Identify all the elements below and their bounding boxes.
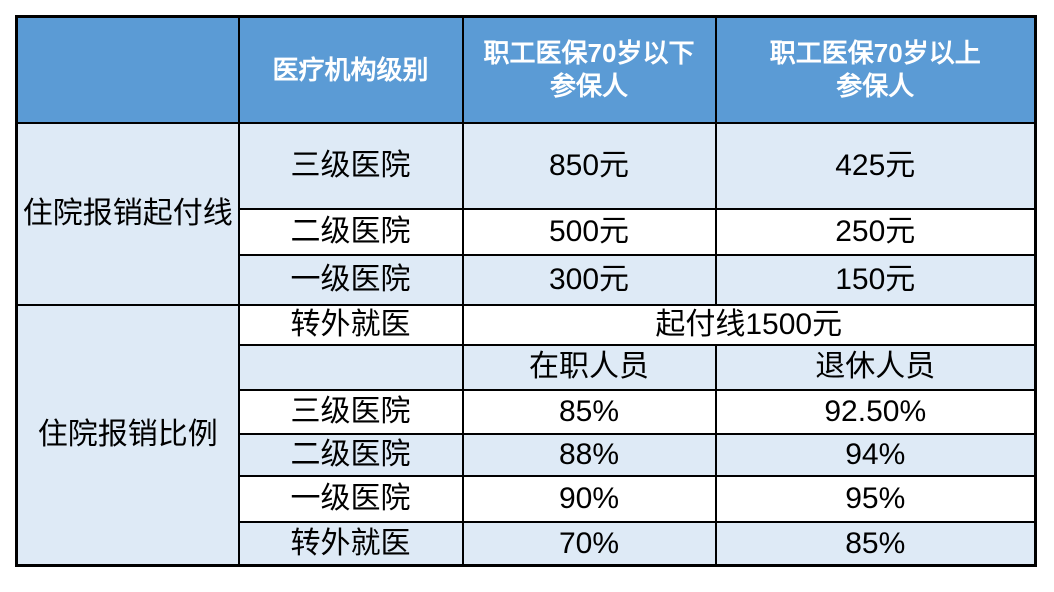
value-over70: 250元 xyxy=(714,207,1037,256)
table-row: 住院报销起付线 三级医院 850元 425元 xyxy=(15,121,1037,306)
header-institution-level: 医疗机构级别 xyxy=(237,15,464,124)
table-row: 三级医院 85% 92.50% xyxy=(17,388,1037,435)
table-row: 一级医院 90% 95% xyxy=(17,474,1037,523)
section1-label: 住院报销起付线 xyxy=(15,121,240,306)
value-active: 85% xyxy=(461,388,717,435)
table-row: 一级医院 300元 150元 xyxy=(17,253,1037,306)
header-under70: 职工医保70岁以下 参保人 xyxy=(461,15,717,124)
table-row: 转外就医 70% 85% xyxy=(17,520,1037,567)
section2-label: 住院报销比例 xyxy=(15,303,240,567)
level-cell: 转外就医 xyxy=(237,303,464,346)
value-under70: 300元 xyxy=(461,253,717,306)
level-cell: 一级医院 xyxy=(237,253,464,306)
header-over70: 职工医保70岁以上 参保人 xyxy=(714,15,1037,124)
level-cell: 二级医院 xyxy=(237,207,464,256)
table-row: 二级医院 88% 94% xyxy=(17,432,1037,477)
empty-cell xyxy=(237,343,464,391)
level-cell: 三级医院 xyxy=(237,121,464,210)
value-retired: 94% xyxy=(714,432,1037,477)
value-retired: 92.50% xyxy=(714,388,1037,435)
value-retired: 85% xyxy=(714,520,1037,567)
value-under70: 850元 xyxy=(461,121,717,210)
value-active: 90% xyxy=(461,474,717,523)
subheader-active: 在职人员 xyxy=(461,343,717,391)
level-cell: 转外就医 xyxy=(237,520,464,567)
value-retired: 95% xyxy=(714,474,1037,523)
table-row: 住院报销比例 转外就医 起付线1500元 xyxy=(15,303,1037,567)
transfer-deductible-cell: 起付线1500元 xyxy=(461,303,1037,346)
insurance-benefits-table: 医疗机构级别 职工医保70岁以下 参保人 职工医保70岁以上 参保人 住院报销起… xyxy=(15,15,1037,567)
header-row: 医疗机构级别 职工医保70岁以下 参保人 职工医保70岁以上 参保人 xyxy=(15,15,1037,124)
value-over70: 150元 xyxy=(714,253,1037,306)
value-over70: 425元 xyxy=(714,121,1037,210)
level-cell: 二级医院 xyxy=(237,432,464,477)
header-empty-cell xyxy=(15,15,240,124)
value-under70: 500元 xyxy=(461,207,717,256)
subheader-row: 在职人员 退休人员 xyxy=(17,343,1037,391)
level-cell: 一级医院 xyxy=(237,474,464,523)
subheader-retired: 退休人员 xyxy=(714,343,1037,391)
value-active: 70% xyxy=(461,520,717,567)
table-row: 二级医院 500元 250元 xyxy=(17,207,1037,256)
level-cell: 三级医院 xyxy=(237,388,464,435)
value-active: 88% xyxy=(461,432,717,477)
